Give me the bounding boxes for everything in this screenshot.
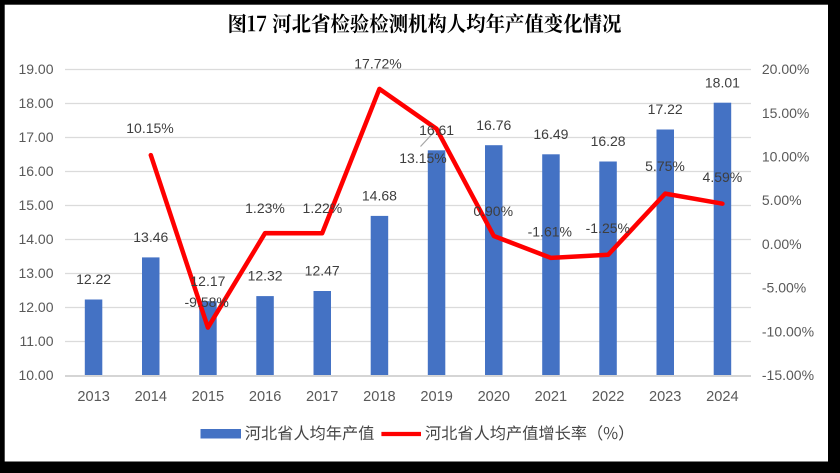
svg-text:2023: 2023: [649, 389, 681, 405]
svg-text:12.47: 12.47: [305, 263, 340, 279]
svg-text:-5.00%: -5.00%: [762, 280, 806, 296]
svg-text:5.75%: 5.75%: [645, 158, 685, 174]
svg-text:16.28: 16.28: [591, 133, 626, 149]
svg-text:10.00: 10.00: [18, 367, 53, 383]
svg-text:12.17: 12.17: [190, 273, 225, 289]
svg-text:2014: 2014: [135, 389, 167, 405]
svg-text:16.76: 16.76: [476, 117, 511, 133]
svg-text:17.22: 17.22: [648, 101, 683, 117]
svg-text:20.00%: 20.00%: [762, 61, 809, 77]
svg-text:-1.25%: -1.25%: [586, 220, 630, 236]
svg-text:14.00: 14.00: [18, 231, 53, 247]
svg-text:2013: 2013: [77, 389, 109, 405]
svg-text:2021: 2021: [535, 389, 567, 405]
svg-text:15.00%: 15.00%: [762, 105, 809, 121]
svg-text:12.00: 12.00: [18, 299, 53, 315]
svg-text:11.00: 11.00: [20, 333, 54, 349]
svg-text:19.00: 19.00: [18, 61, 53, 77]
svg-text:-9.58%: -9.58%: [185, 294, 229, 310]
svg-text:2022: 2022: [592, 389, 624, 405]
svg-text:2019: 2019: [420, 389, 452, 405]
svg-text:4.59%: 4.59%: [703, 169, 743, 185]
svg-text:1.23%: 1.23%: [245, 200, 285, 216]
svg-text:13.46: 13.46: [133, 229, 168, 245]
svg-text:5.00%: 5.00%: [762, 192, 802, 208]
svg-text:10.15%: 10.15%: [126, 120, 173, 136]
svg-text:-1.61%: -1.61%: [528, 223, 572, 239]
svg-text:16.00: 16.00: [18, 163, 53, 179]
svg-text:13.15%: 13.15%: [399, 150, 446, 166]
svg-text:15.00: 15.00: [18, 197, 53, 213]
svg-text:2018: 2018: [363, 389, 395, 405]
svg-text:17.00: 17.00: [18, 129, 53, 145]
svg-text:2015: 2015: [192, 389, 224, 405]
svg-text:10.00%: 10.00%: [762, 149, 809, 165]
svg-text:12.22: 12.22: [76, 271, 111, 287]
svg-text:17.72%: 17.72%: [354, 56, 401, 72]
svg-text:2016: 2016: [249, 389, 281, 405]
svg-text:14.68: 14.68: [362, 188, 397, 204]
svg-text:16.61: 16.61: [419, 122, 454, 138]
svg-text:2017: 2017: [306, 389, 338, 405]
svg-text:18.00: 18.00: [18, 95, 53, 111]
svg-text:0.00%: 0.00%: [762, 236, 802, 252]
svg-text:18.01: 18.01: [705, 74, 740, 90]
svg-text:12.32: 12.32: [248, 268, 283, 284]
svg-text:2024: 2024: [706, 389, 738, 405]
svg-text:-15.00%: -15.00%: [762, 367, 814, 383]
svg-text:16.49: 16.49: [533, 126, 568, 142]
svg-text:2020: 2020: [478, 389, 510, 405]
svg-text:0.90%: 0.90%: [473, 203, 513, 219]
svg-text:1.22%: 1.22%: [303, 200, 343, 216]
svg-text:-10.00%: -10.00%: [762, 323, 814, 339]
svg-text:13.00: 13.00: [18, 265, 53, 281]
